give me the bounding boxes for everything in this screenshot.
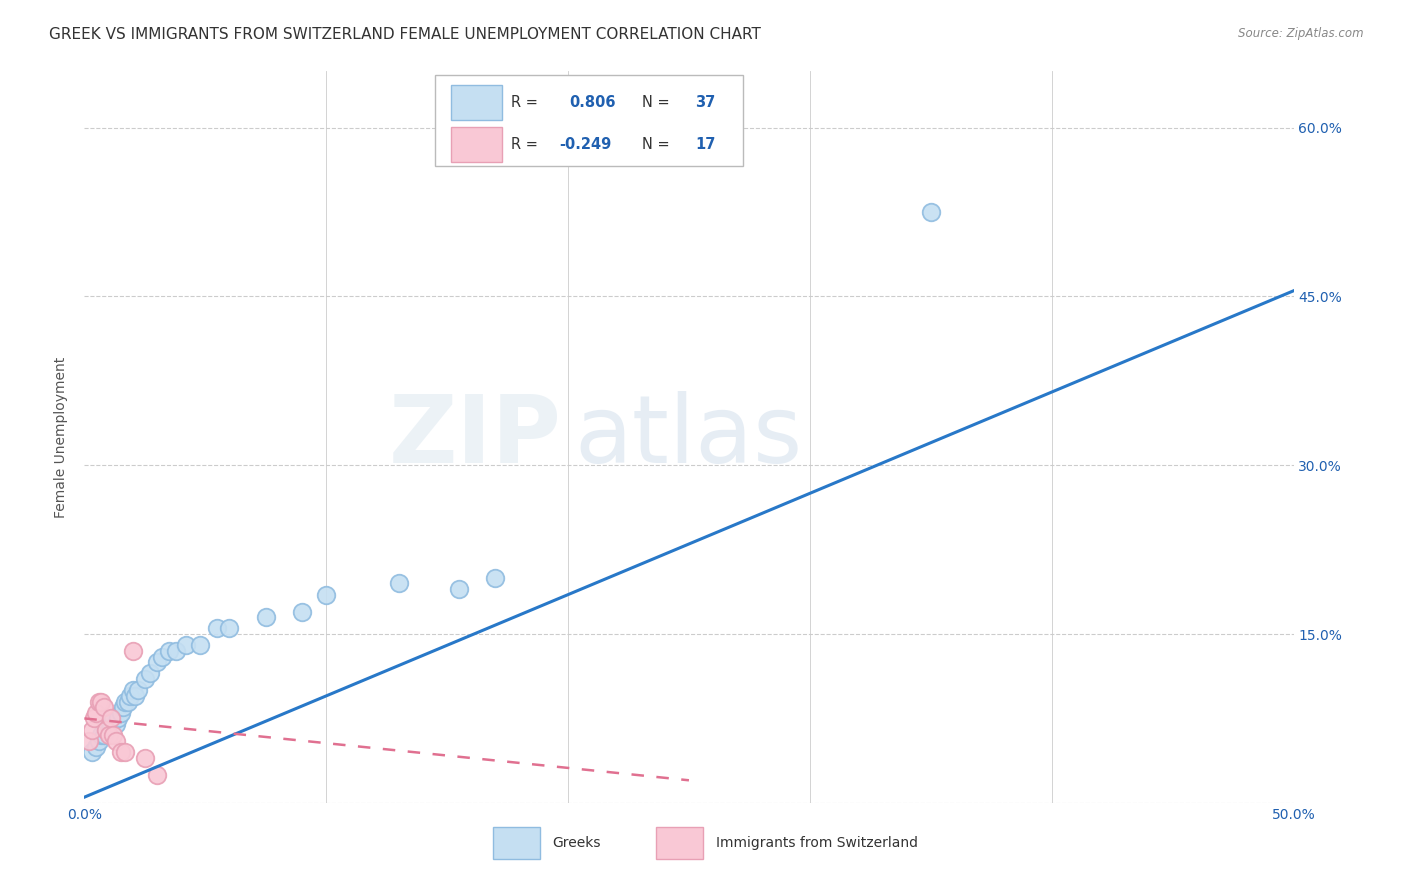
FancyBboxPatch shape — [434, 75, 744, 167]
Point — [87, 734, 110, 748]
Text: 17: 17 — [695, 136, 716, 152]
Point — [86, 706, 108, 720]
Point — [146, 655, 169, 669]
Point — [114, 745, 136, 759]
Text: atlas: atlas — [574, 391, 803, 483]
Point — [157, 644, 180, 658]
Text: N =: N = — [641, 136, 673, 152]
Text: Greeks: Greeks — [553, 836, 600, 850]
Point — [150, 649, 173, 664]
Point — [83, 711, 105, 725]
Point — [104, 717, 127, 731]
Point — [80, 745, 103, 759]
Point — [388, 576, 411, 591]
Point — [124, 689, 146, 703]
Point — [190, 638, 212, 652]
Point — [90, 694, 112, 708]
Point — [86, 739, 108, 754]
Point — [134, 751, 156, 765]
Text: 0.806: 0.806 — [569, 95, 616, 110]
Point — [104, 734, 127, 748]
Point — [120, 689, 142, 703]
Point — [117, 694, 139, 708]
Point — [100, 719, 122, 733]
Point — [110, 706, 132, 720]
Point — [134, 672, 156, 686]
Point — [97, 714, 120, 729]
Point — [94, 723, 117, 737]
Point — [146, 767, 169, 781]
Point — [93, 700, 115, 714]
Text: R =: R = — [512, 136, 543, 152]
Point — [920, 205, 942, 219]
Point — [165, 644, 187, 658]
Point — [90, 728, 112, 742]
Point — [449, 582, 471, 596]
Point — [315, 588, 337, 602]
Point — [218, 621, 240, 635]
Text: N =: N = — [641, 95, 673, 110]
Point — [254, 610, 277, 624]
Point — [174, 638, 197, 652]
Point — [97, 728, 120, 742]
Point — [110, 745, 132, 759]
Point — [484, 571, 506, 585]
Point — [80, 723, 103, 737]
Text: Immigrants from Switzerland: Immigrants from Switzerland — [716, 836, 918, 850]
FancyBboxPatch shape — [494, 827, 540, 859]
Point — [93, 728, 115, 742]
Point — [100, 711, 122, 725]
Point — [291, 605, 314, 619]
Text: -0.249: -0.249 — [560, 136, 612, 152]
Text: ZIP: ZIP — [389, 391, 562, 483]
Point — [107, 711, 129, 725]
FancyBboxPatch shape — [657, 827, 703, 859]
Point — [207, 621, 229, 635]
Point — [103, 711, 125, 725]
Point — [103, 728, 125, 742]
Point — [114, 694, 136, 708]
Point — [87, 694, 110, 708]
FancyBboxPatch shape — [451, 85, 502, 120]
Point — [97, 719, 120, 733]
Point — [138, 666, 160, 681]
Text: 37: 37 — [695, 95, 716, 110]
Point — [127, 683, 149, 698]
Y-axis label: Female Unemployment: Female Unemployment — [55, 357, 69, 517]
Point — [112, 700, 135, 714]
Point — [121, 644, 143, 658]
Text: GREEK VS IMMIGRANTS FROM SWITZERLAND FEMALE UNEMPLOYMENT CORRELATION CHART: GREEK VS IMMIGRANTS FROM SWITZERLAND FEM… — [49, 27, 761, 42]
Text: Source: ZipAtlas.com: Source: ZipAtlas.com — [1239, 27, 1364, 40]
Point — [77, 734, 100, 748]
Point — [121, 683, 143, 698]
Text: R =: R = — [512, 95, 543, 110]
Point — [94, 723, 117, 737]
FancyBboxPatch shape — [451, 127, 502, 161]
